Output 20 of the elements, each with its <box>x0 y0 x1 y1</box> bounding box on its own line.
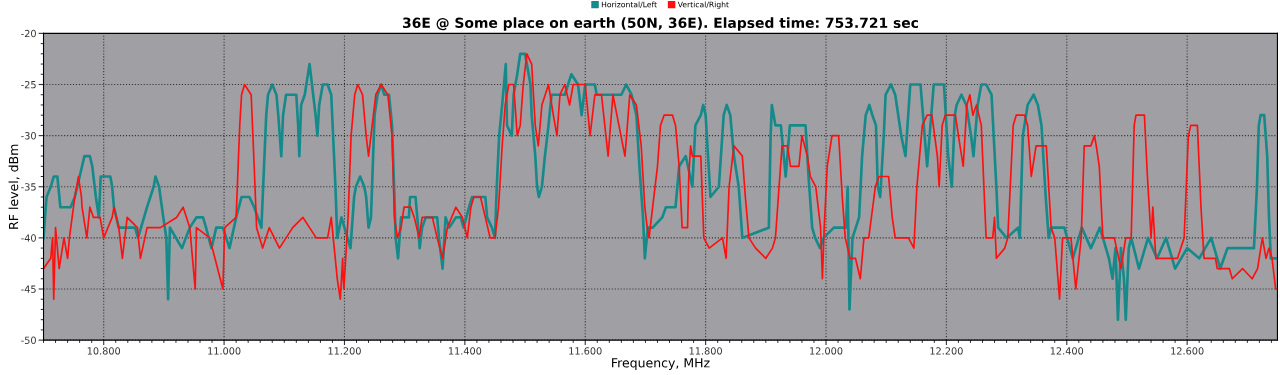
y-tick-label: -25 <box>21 80 36 89</box>
x-tick-label: 11.000 <box>208 347 241 355</box>
x-tick-label: 11.600 <box>569 347 602 355</box>
y-tick-label: -20 <box>21 29 36 38</box>
x-tick-label: 11.200 <box>328 347 361 355</box>
chart-title: 36E @ Some place on earth (50N, 36E). Elapsed time: 753.721 sec <box>402 17 918 31</box>
x-tick-label: 12.400 <box>1050 347 1084 355</box>
x-tick-label: 12.000 <box>810 347 843 355</box>
x-tick-label: 11.800 <box>689 347 722 355</box>
y-tick-label: -50 <box>21 336 36 344</box>
x-axis-title: Frequency, MHz <box>612 358 710 370</box>
x-tick-label: 10.800 <box>87 347 121 355</box>
y-tick-label: -30 <box>21 132 36 140</box>
x-tick-label: 11.400 <box>448 347 482 355</box>
x-tick-label: 12.600 <box>1171 347 1204 355</box>
y-tick-label: -35 <box>21 183 36 191</box>
y-tick-label: -45 <box>21 285 36 293</box>
x-tick-label: 12.200 <box>930 347 963 355</box>
y-tick-label: -40 <box>21 234 36 242</box>
y-axis-title: RF level, dBm <box>8 144 20 229</box>
